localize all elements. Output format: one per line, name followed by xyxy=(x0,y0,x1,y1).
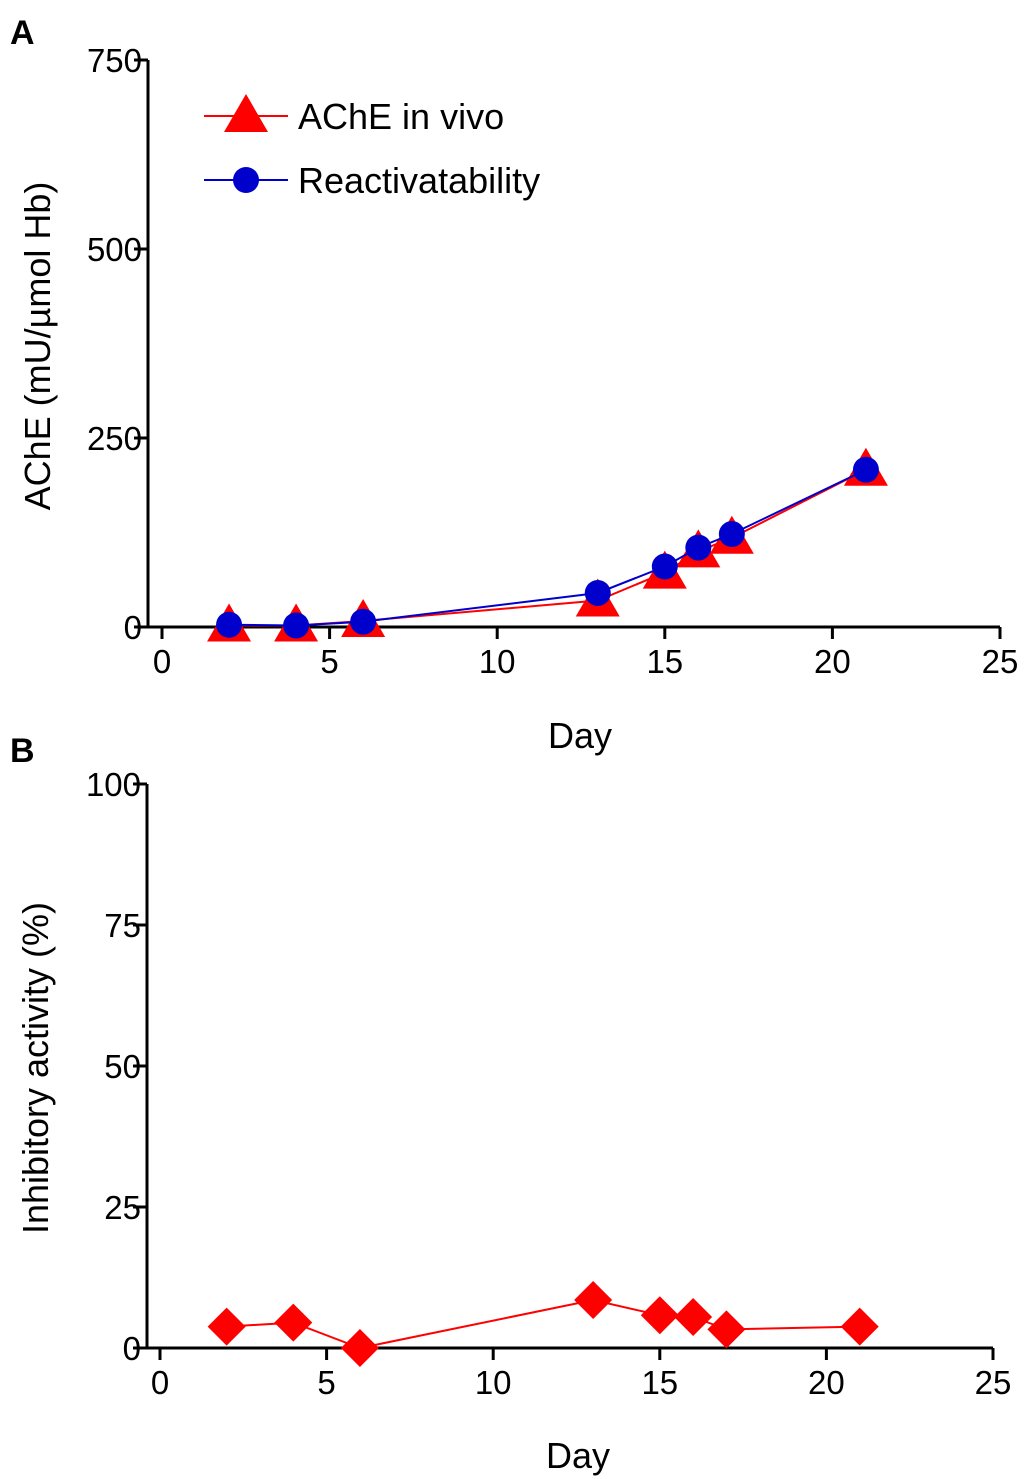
y-tick-label: 0 xyxy=(123,1330,141,1367)
x-tick-label: 20 xyxy=(808,1364,845,1401)
y-tick-label: 50 xyxy=(104,1048,141,1085)
legend-item-ache-in-vivo: AChE in vivo xyxy=(204,94,504,137)
x-axis-title-a: Day xyxy=(548,715,612,756)
data-point-circle xyxy=(718,521,745,548)
x-tick-label: 5 xyxy=(320,643,338,680)
y-axis-title-b: Inhibitory activity (%) xyxy=(15,902,56,1234)
data-point-diamond xyxy=(207,1307,246,1346)
legend-circle-marker xyxy=(233,167,259,193)
axes-b xyxy=(135,784,993,1350)
x-tick-label: 5 xyxy=(317,1364,335,1401)
legend-label-ache-in-vivo: AChE in vivo xyxy=(298,96,504,137)
data-point-circle xyxy=(283,612,310,639)
series-line-series-0 xyxy=(226,1299,860,1350)
legend-item-reactivatability: Reactivatability xyxy=(204,160,540,201)
data-point-circle xyxy=(852,456,879,483)
data-point-diamond xyxy=(574,1281,613,1320)
x-tick-label: 10 xyxy=(479,643,516,680)
series-b xyxy=(207,1281,879,1367)
x-tick-label: 15 xyxy=(641,1364,678,1401)
panel-letter-b: B xyxy=(10,732,35,770)
x-tick-label: 25 xyxy=(982,643,1019,680)
y-tick-label: 750 xyxy=(87,42,142,79)
data-point-circle xyxy=(584,579,611,606)
data-point-circle xyxy=(216,611,243,638)
legend: AChE in vivo Reactivatability xyxy=(204,94,540,201)
data-point-diamond xyxy=(274,1303,313,1342)
y-tick-label: 0 xyxy=(124,609,142,646)
x-tick-label: 15 xyxy=(646,643,683,680)
series-a xyxy=(207,447,888,642)
y-tick-label: 250 xyxy=(87,420,142,457)
data-point-circle xyxy=(685,534,712,561)
ticks-b: 0 5 10 15 20 25 0 25 50 75 100 xyxy=(86,766,1011,1401)
data-point-diamond xyxy=(640,1296,679,1335)
legend-triangle-marker xyxy=(224,94,268,132)
data-point-circle xyxy=(350,608,377,635)
legend-label-reactivatability: Reactivatability xyxy=(298,160,540,201)
chart-panel-b: B 0 5 10 15 20 25 0 25 50 75 100 Day Inhibitory ac… xyxy=(10,732,1011,1476)
data-point-circle xyxy=(651,553,678,580)
data-point-diamond xyxy=(840,1307,879,1346)
panel-letter-a: A xyxy=(10,14,35,52)
x-axis-title-b: Day xyxy=(546,1435,610,1476)
x-tick-label: 25 xyxy=(975,1364,1012,1401)
data-point-diamond xyxy=(674,1297,713,1336)
data-point-diamond xyxy=(707,1310,746,1349)
x-tick-label: 20 xyxy=(814,643,851,680)
y-tick-label: 100 xyxy=(86,766,141,803)
y-axis-title-a: AChE (mU/µmol Hb) xyxy=(17,182,58,511)
x-tick-label: 0 xyxy=(151,1364,169,1401)
y-tick-label: 25 xyxy=(104,1189,141,1226)
series-line-reactivatability xyxy=(229,468,867,627)
axes-a xyxy=(136,60,1000,629)
y-tick-label: 75 xyxy=(104,907,141,944)
x-tick-label: 10 xyxy=(475,1364,512,1401)
y-tick-label: 500 xyxy=(87,231,142,268)
data-point-diamond xyxy=(340,1329,379,1367)
series-line-ache-in-vivo xyxy=(229,468,867,627)
x-tick-label: 0 xyxy=(153,643,171,680)
